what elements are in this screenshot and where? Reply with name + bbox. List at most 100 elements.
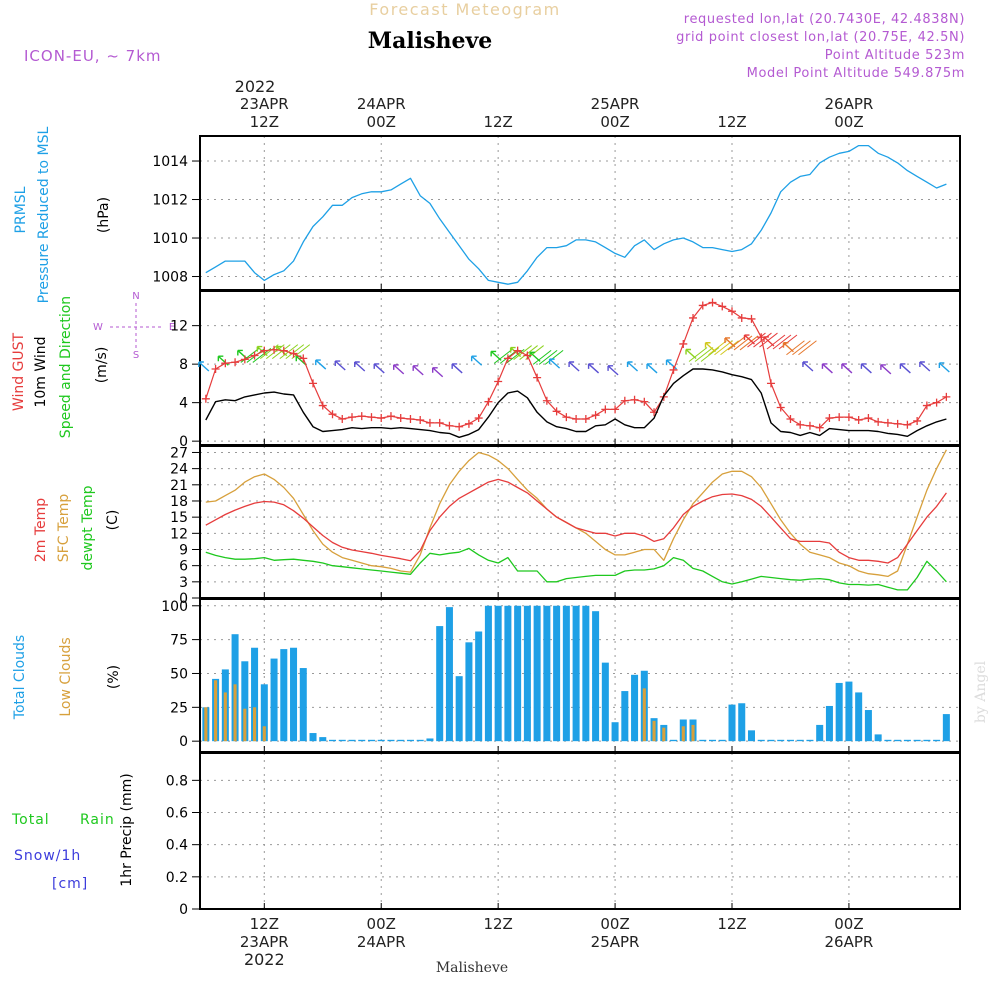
total-cloud-bar <box>942 714 950 742</box>
wind-gust-marker <box>211 364 220 373</box>
wind-arrow-head <box>393 364 399 370</box>
requested-coords: requested lon,lat (20.7430E, 42.4838N) <box>684 12 965 27</box>
wind-arrow <box>626 361 639 372</box>
wind-gust-marker <box>737 313 746 322</box>
wind-gust-marker <box>357 412 366 421</box>
bottom-hour-label: 12Z <box>483 915 512 933</box>
total-cloud-bar <box>426 738 434 742</box>
wind-arrow-shaft <box>549 358 561 369</box>
clouds-ytick-label: 0 <box>179 734 188 750</box>
footer-location: Malisheve <box>436 960 508 976</box>
wind-gust-marker <box>611 405 620 414</box>
wind-gust-marker <box>601 405 610 414</box>
point-altitude: Point Altitude 523m <box>825 48 965 63</box>
wind-gust-marker <box>464 419 473 428</box>
wind-arrow <box>373 363 385 374</box>
total-cloud-bar <box>475 631 483 742</box>
total-cloud-bar <box>874 734 882 742</box>
total-cloud-bar <box>299 668 307 742</box>
precip-grid <box>200 753 960 910</box>
wind-gust-marker <box>903 420 912 429</box>
wind-arrow <box>841 363 853 374</box>
low-cloud-bar <box>652 720 656 742</box>
wind-gust-marker <box>279 346 288 355</box>
pressure-label-prmsl: PRMSL <box>13 186 29 233</box>
precip-axis-label: 1hr Precip (mm) <box>119 773 135 886</box>
total-cloud-bar <box>718 739 726 742</box>
wind-arrow <box>919 361 931 372</box>
wind-arrow <box>354 361 366 372</box>
wind-gust-marker <box>338 415 347 424</box>
temperature-grid <box>200 446 960 599</box>
wind-gust-marker <box>221 359 230 368</box>
total-cloud-bar <box>397 739 405 742</box>
wind-arrow-head <box>724 337 730 343</box>
total-cloud-bar <box>738 703 746 742</box>
total-cloud-bar <box>329 739 337 742</box>
bottom-hour-label: 12Z <box>250 915 279 933</box>
temp-2m-line <box>205 478 947 564</box>
wind-arrow <box>198 361 210 372</box>
wind-arrow <box>607 365 619 376</box>
total-cloud-bar <box>903 739 911 742</box>
wind-arrow <box>587 363 600 374</box>
wind-arrow-head <box>860 363 867 369</box>
location-title: Malisheve <box>368 28 492 54</box>
wind-arrow-head <box>607 365 614 371</box>
low-cloud-bar <box>233 684 237 742</box>
product-title: Forecast Meteogram <box>369 0 560 19</box>
total-cloud-bar <box>533 605 541 742</box>
wind-gust-marker <box>533 373 542 382</box>
wind-arrow-streak <box>260 344 279 359</box>
total-cloud-bar <box>611 722 619 742</box>
total-cloud-bar <box>933 739 941 742</box>
total-cloud-bar <box>543 605 551 742</box>
total-cloud-bar <box>484 605 492 742</box>
wind-arrow <box>782 340 817 356</box>
wind-arrow-shaft <box>432 367 444 378</box>
total-cloud-bar <box>523 605 531 742</box>
wind-arrow-streak <box>708 340 727 356</box>
wind-arrow-head <box>782 342 789 348</box>
wind-arrow-shaft <box>334 360 346 371</box>
top-date-label: 25APR <box>591 95 640 113</box>
low-cloud-bar <box>681 726 685 742</box>
bottom-date-label: 25APR <box>591 933 640 951</box>
wind-arrow-streak <box>532 349 552 365</box>
total-cloud-bar <box>514 605 522 742</box>
total-cloud-bar <box>894 739 902 742</box>
wind-arrow-head <box>470 355 477 362</box>
precip-ytick-label: 0 <box>179 902 188 918</box>
wind-gust-marker <box>240 355 249 364</box>
wind-gust-marker <box>942 392 951 401</box>
wind-gust-marker <box>474 414 483 423</box>
total-cloud-bar <box>631 674 639 742</box>
temperature-ytick-label: 0 <box>179 591 188 607</box>
wind-arrow-streak <box>544 349 564 365</box>
wind-gust-marker <box>679 339 688 348</box>
wind-arrow-shaft <box>315 359 327 370</box>
top-hour-label: 00Z <box>600 113 629 131</box>
wind-gust-marker <box>854 415 863 424</box>
total-cloud-bar <box>309 733 317 742</box>
wind-gust-marker <box>455 422 464 431</box>
total-cloud-bar <box>241 661 249 742</box>
wind-gust-marker <box>386 412 395 421</box>
wind-arrow <box>899 363 911 374</box>
wind-gust-marker <box>591 411 600 420</box>
wind-arrow-head <box>548 358 555 365</box>
total-cloud-bar <box>260 684 268 742</box>
wind-arrow <box>393 364 405 375</box>
precip-unit-label: [cm] <box>52 876 88 892</box>
precip-ytick-label: 0.2 <box>166 870 188 886</box>
pressure-panel-frame <box>199 135 961 291</box>
wind-gust-marker <box>513 346 522 355</box>
wind-arrow-shaft <box>627 361 639 372</box>
wind-arrow <box>802 361 814 372</box>
wind-arrow-streak <box>694 347 714 362</box>
wind-gust-marker <box>250 351 259 360</box>
wind-arrow <box>529 349 564 365</box>
wind-gust-marker <box>289 349 298 358</box>
temperature-ytick-label: 3 <box>179 575 188 591</box>
